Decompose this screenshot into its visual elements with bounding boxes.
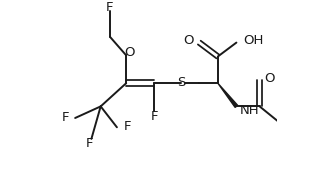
Text: F: F [123,120,131,133]
Text: F: F [86,137,93,150]
Text: O: O [184,34,194,47]
Polygon shape [218,83,238,107]
Text: F: F [106,1,114,14]
Text: F: F [151,110,158,123]
Text: F: F [62,111,69,124]
Text: S: S [177,76,185,89]
Text: O: O [124,46,135,59]
Text: NH: NH [240,104,260,117]
Text: O: O [264,72,275,85]
Text: OH: OH [243,34,263,47]
